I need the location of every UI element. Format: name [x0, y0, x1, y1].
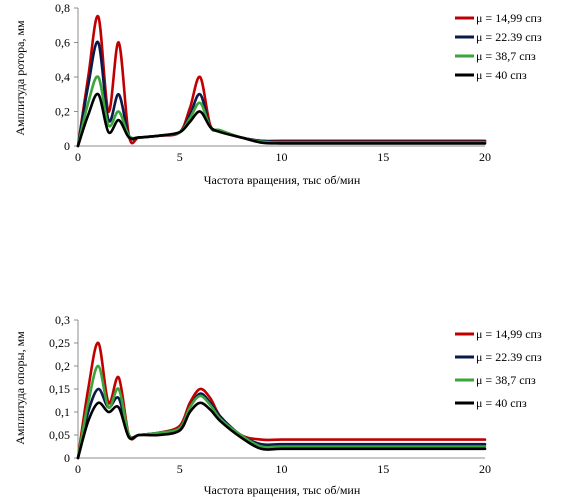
chart-1-x-tick-labels: 0 5 10 15 20	[75, 150, 491, 164]
rotor-amplitude-chart: Амплитуда ротора, мм Частота вращения, т…	[13, 1, 542, 187]
chart-2-y-tick-label: 0,1	[55, 405, 70, 419]
chart-2-y-axis-title: Амплитуда опоры, мм	[13, 331, 27, 445]
chart-2-x-tick-labels: 0 5 10 15 20	[75, 462, 491, 476]
chart-1-axes	[77, 8, 485, 147]
chart-1-x-tick-label: 10	[276, 150, 288, 164]
chart-2-series-lines	[76, 341, 487, 460]
chart-2-legend-label-3: μ = 38,7 спз	[476, 373, 536, 387]
chart-1-series-line-1	[76, 15, 487, 148]
chart-2-y-tick-label: 0,3	[55, 313, 70, 327]
chart-1-series-line-3	[76, 75, 487, 148]
chart-2-x-tick-label: 5	[177, 462, 183, 476]
chart-2-y-tick-labels: 0 0,05 0,1 0,15 0,2 0,25 0,3	[49, 313, 78, 465]
chart-1-series-line-2	[76, 40, 487, 148]
chart-1-x-tick-label: 0	[75, 150, 81, 164]
chart-1-legend-label-3: μ = 38,7 спз	[476, 49, 536, 63]
chart-2-legend-label-4: μ = 40 спз	[476, 396, 527, 410]
chart-2-series-line-1	[76, 341, 487, 460]
chart-1-x-tick-label: 15	[377, 150, 389, 164]
chart-1-y-axis-title: Амплитуда ротора, мм	[13, 20, 27, 136]
chart-1-legend: μ = 14,99 спз μ = 22.39 спз μ = 38,7 спз μ …	[455, 11, 542, 82]
chart-1-y-tick-label: 0,8	[55, 1, 70, 15]
chart-2-y-tick-label: 0,25	[49, 336, 70, 350]
chart-2-x-tick-label: 15	[377, 462, 389, 476]
chart-2-x-tick-label: 0	[75, 462, 81, 476]
chart-2-y-tick-label: 0,05	[49, 428, 70, 442]
chart-2-series-line-3	[76, 364, 487, 460]
chart-1-x-axis-title: Частота вращения, тыс об/мин	[204, 173, 361, 187]
chart-1-x-tick-label: 5	[177, 150, 183, 164]
chart-1-y-tick-label: 0,2	[55, 105, 70, 119]
chart-1-series-line-4	[76, 92, 487, 148]
chart-1-y-tick-label: 0	[64, 139, 70, 153]
chart-2-series-line-4	[76, 401, 487, 460]
chart-1-y-tick-labels: 0 0,2 0,4 0,6 0,8	[55, 1, 78, 153]
chart-1-y-tick-label: 0,4	[55, 70, 70, 84]
chart-2-y-tick-label: 0	[64, 451, 70, 465]
support-amplitude-chart: Амплитуда опоры, мм Частота вращения, ты…	[13, 313, 542, 497]
chart-1-legend-label-1: μ = 14,99 спз	[476, 11, 542, 25]
chart-2-legend: μ = 14,99 спз μ = 22.39 спз μ = 38,7 спз μ …	[455, 327, 542, 410]
chart-2-axes	[77, 320, 485, 459]
chart-1-series-lines	[76, 15, 487, 148]
chart-2-x-tick-label: 20	[479, 462, 491, 476]
chart-2-legend-label-1: μ = 14,99 спз	[476, 327, 542, 341]
chart-1-legend-label-2: μ = 22.39 спз	[476, 30, 542, 44]
chart-1-legend-label-4: μ = 40 спз	[476, 68, 527, 82]
chart-1-y-tick-label: 0,6	[55, 36, 70, 50]
chart-2-y-tick-label: 0,15	[49, 382, 70, 396]
chart-2-y-tick-label: 0,2	[55, 359, 70, 373]
chart-1-x-tick-label: 20	[479, 150, 491, 164]
chart-2-legend-label-2: μ = 22.39 спз	[476, 350, 542, 364]
chart-2-x-tick-label: 10	[276, 462, 288, 476]
chart-2-x-axis-title: Частота вращения, тыс об/мин	[204, 483, 361, 497]
